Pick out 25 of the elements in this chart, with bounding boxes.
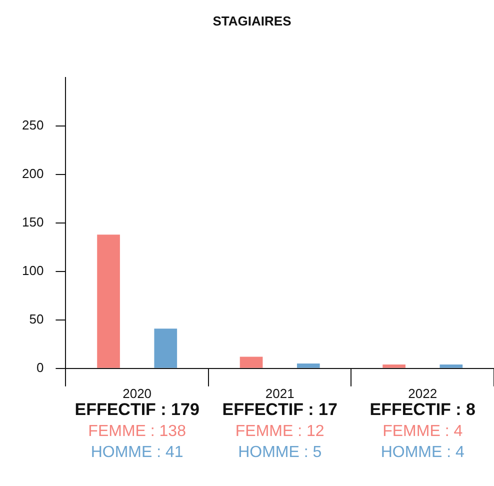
x-tick-label: 2020 [122,386,152,401]
data-label: HOMME : 5 [238,444,322,461]
bar [382,364,406,368]
total-label: EFFECTIF : 17 [222,400,338,420]
data-label: FEMME : 138 [88,422,186,440]
y-tick-label: 50 [29,312,44,327]
bar [440,364,463,368]
y-tick-label: 100 [22,263,44,278]
data-label: HOMME : 41 [90,444,184,461]
y-tick-label: 0 [36,360,44,375]
data-label: FEMME : 4 [382,422,463,440]
data-label: FEMME : 12 [235,422,324,440]
bar [240,356,263,368]
bar [154,328,178,368]
y-tick-label: 250 [22,118,44,133]
y-tick-label: 200 [22,166,44,182]
chart-title: STAGIAIRES [212,13,292,28]
total-label: EFFECTIF : 8 [370,400,476,420]
x-tick-label: 2021 [265,386,294,401]
x-tick-label: 2022 [408,386,438,401]
y-tick-label: 150 [22,214,44,230]
bar [97,234,120,368]
data-label: HOMME : 4 [380,444,464,461]
bar [296,364,320,368]
total-label: EFFECTIF : 179 [74,400,200,420]
